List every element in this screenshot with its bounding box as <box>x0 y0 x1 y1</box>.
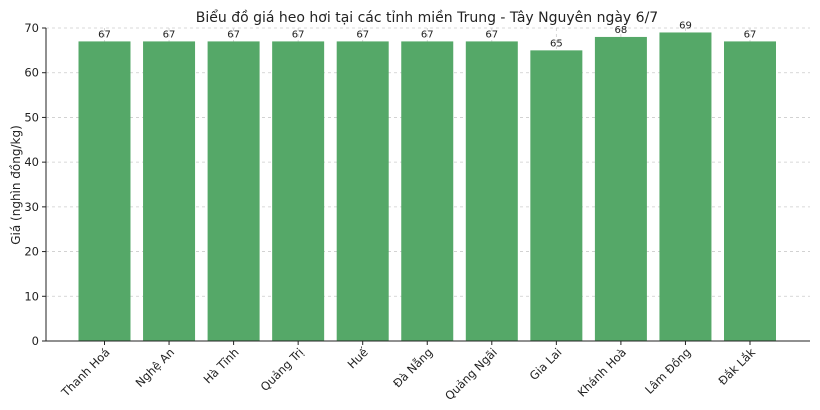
bar <box>594 36 647 341</box>
chart-title: Biểu đồ giá heo hơi tại các tỉnh miền Tr… <box>196 9 658 26</box>
bar <box>336 41 389 342</box>
x-tick-label: Huế <box>345 345 372 372</box>
y-tick-label: 0 <box>32 334 39 348</box>
bar-value-label: 67 <box>421 29 434 40</box>
bar-value-label: 67 <box>356 29 369 40</box>
y-tick-label: 40 <box>24 155 39 169</box>
x-tick-label: Hà Tĩnh <box>201 345 242 386</box>
bars <box>78 32 776 342</box>
x-tick-label: Thanh Hoá <box>58 345 113 400</box>
bar-value-label: 65 <box>550 38 563 49</box>
x-tick-label: Đắk Lắk <box>715 345 758 388</box>
y-tick-label: 10 <box>24 289 39 303</box>
y-tick-label: 20 <box>24 245 39 259</box>
y-tick-label: 70 <box>24 21 39 35</box>
bar-value-label: 67 <box>744 29 757 40</box>
bar-value-label: 67 <box>292 29 305 40</box>
x-tick-label: Gia Lai <box>527 345 565 383</box>
y-tick-label: 50 <box>24 110 39 124</box>
bar-value-label: 67 <box>227 29 240 40</box>
bar <box>78 41 131 342</box>
y-axis-label: Giá (nghìn đồng/kg) <box>9 125 23 245</box>
bar-value-label: 69 <box>679 20 692 31</box>
bar <box>530 50 583 341</box>
bar <box>143 41 196 342</box>
bar <box>659 32 712 341</box>
x-tick-label: Quảng Ngãi <box>442 345 500 403</box>
bar <box>207 41 260 342</box>
bar <box>401 41 454 342</box>
x-tick-label: Khánh Hoà <box>575 345 629 399</box>
axes <box>42 27 810 345</box>
x-tick-label: Lâm Đồng <box>642 345 694 397</box>
bar <box>724 41 776 342</box>
bar <box>465 41 518 342</box>
x-tick-label: Đà Nẵng <box>390 345 435 390</box>
labels: 0 10 20 30 40 50 60 70 67 Thanh Hoá 67 Nghệ An 67 Hà … <box>24 20 758 403</box>
x-tick-label: Quảng Trị <box>258 345 307 394</box>
bar-value-label: 67 <box>163 29 176 40</box>
x-tick-label: Nghệ An <box>133 345 178 390</box>
y-tick-label: 60 <box>24 66 39 80</box>
bar-value-label: 67 <box>485 29 498 40</box>
y-tick-label: 30 <box>24 200 39 214</box>
bar <box>272 41 325 342</box>
bar-value-label: 68 <box>615 25 628 36</box>
bar-value-label: 67 <box>98 29 111 40</box>
